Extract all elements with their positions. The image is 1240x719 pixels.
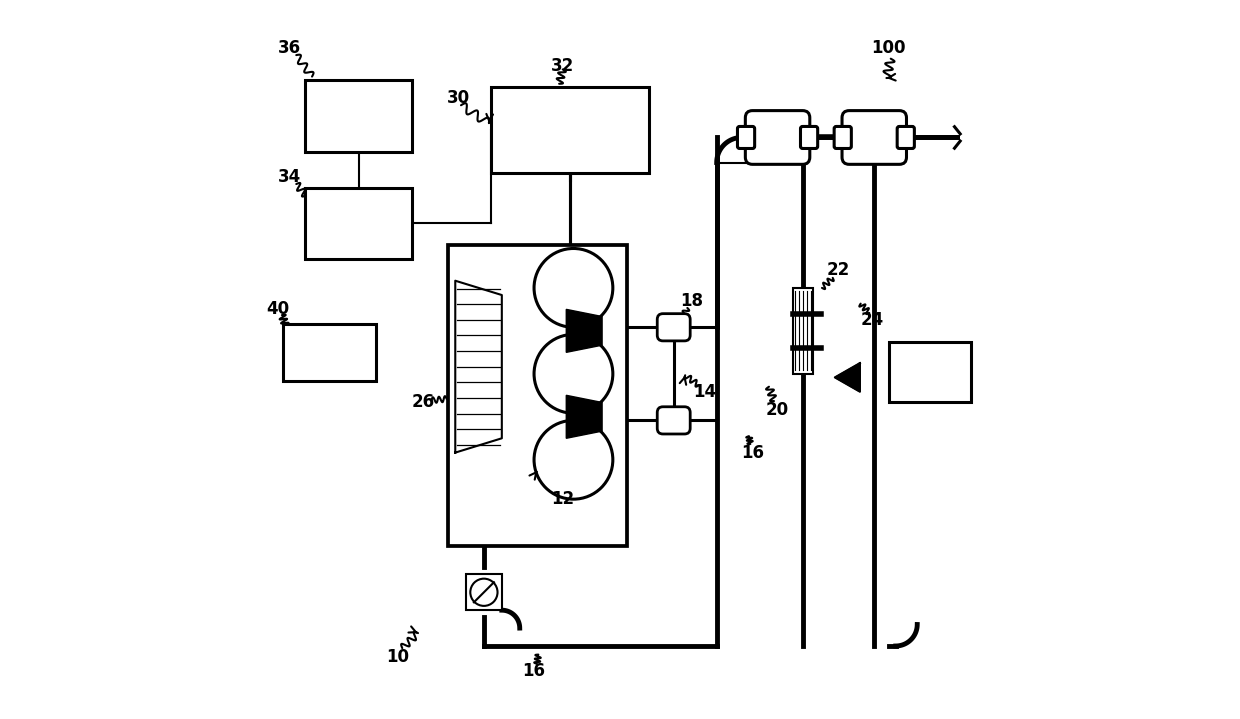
Bar [466, 574, 502, 610]
FancyBboxPatch shape [835, 127, 852, 149]
Polygon shape [835, 363, 859, 392]
Text: 16: 16 [522, 662, 546, 680]
Text: 16: 16 [742, 444, 764, 462]
Text: 20: 20 [766, 400, 789, 418]
FancyBboxPatch shape [745, 111, 810, 165]
Text: 14: 14 [693, 383, 715, 400]
FancyBboxPatch shape [842, 111, 906, 165]
Text: 10: 10 [387, 648, 409, 666]
Text: 26: 26 [412, 393, 434, 411]
Bar [448, 245, 627, 546]
Text: 32: 32 [551, 57, 574, 75]
Polygon shape [455, 280, 502, 452]
Text: 34: 34 [278, 168, 301, 186]
Text: 24: 24 [861, 311, 884, 329]
Text: 40: 40 [267, 301, 289, 319]
FancyBboxPatch shape [738, 127, 755, 149]
Bar [284, 324, 377, 381]
Text: 100: 100 [872, 39, 906, 57]
Text: 12: 12 [551, 490, 574, 508]
Text: 30: 30 [448, 89, 470, 107]
FancyBboxPatch shape [801, 127, 817, 149]
Bar [491, 87, 649, 173]
Polygon shape [567, 309, 603, 352]
FancyBboxPatch shape [898, 127, 914, 149]
FancyBboxPatch shape [657, 313, 691, 341]
Polygon shape [567, 395, 603, 439]
FancyBboxPatch shape [657, 407, 691, 434]
Bar [889, 342, 971, 403]
Text: 36: 36 [278, 39, 300, 57]
Text: 22: 22 [827, 261, 851, 279]
Text: 18: 18 [680, 292, 703, 310]
Bar [305, 81, 412, 152]
Bar [792, 288, 812, 374]
Bar [305, 188, 412, 260]
